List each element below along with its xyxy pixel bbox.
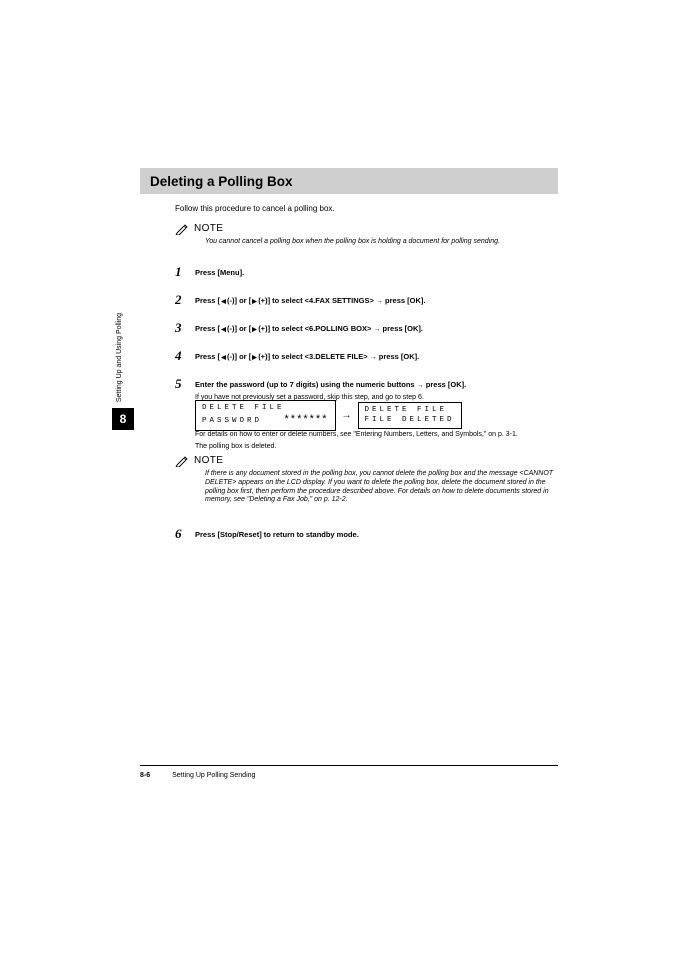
s2-b: (-)] or [ [227,296,251,305]
step-4-text: Press [ (-)] or [ (+)] to select <3.DELETE… [195,352,555,361]
after-lcd-1: For details on how to enter or delete nu… [195,430,555,440]
note1-body: You cannot cancel a polling box when the… [205,238,555,247]
pencil-icon [175,222,190,235]
footer-title: Setting Up Polling Sending [172,772,255,779]
lcd-box-1: DELETE FILE PASSWORD ******* [195,400,336,431]
s4-c: (+)] to select <3.DELETE FILE> [258,352,367,361]
triangle-left-icon [220,326,227,333]
note-block-1: NOTE You cannot cancel a polling box whe… [175,222,555,247]
note-head: NOTE [175,222,555,235]
arrow-icon: → [342,410,352,421]
s2-d: press [OK]. [385,296,425,305]
note-block-2: NOTE If there is any document stored in … [175,454,560,505]
arrow-icon: → [417,382,424,389]
lcd2-l1: DELETE FILE [365,406,448,414]
step-6-text: Press [Stop/Reset] to return to standby … [195,530,555,539]
step-3-text: Press [ (-)] or [ (+)] to select <6.POLLIN… [195,324,555,333]
step-1: 1 Press [Menu]. [175,268,555,277]
step-1-text: Press [Menu]. [195,268,555,277]
page-number: 8-6 [140,772,150,779]
section-heading-text: Deleting a Polling Box [150,174,293,189]
lcd-box-2: DELETE FILE FILE DELETED [358,402,462,429]
section-heading-bar: Deleting a Polling Box [140,168,558,194]
page: Deleting a Polling Box Follow this proce… [0,0,675,954]
step-num-1: 1 [175,264,182,280]
s2-c: (+)] to select <4.FAX SETTINGS> [258,296,374,305]
arrow-icon: → [370,354,377,361]
after-lcd-2: The polling box is deleted. [195,442,555,452]
step-num-3: 3 [175,320,182,336]
note-label-2: NOTE [194,455,223,466]
lcd1-l2a: PASSWORD [202,417,262,425]
page-footer: 8-6 Setting Up Polling Sending [140,765,558,779]
step-num-6: 6 [175,526,182,542]
note-label: NOTE [194,223,223,234]
intro-text: Follow this procedure to cancel a pollin… [175,204,335,213]
s4-d: press [OK]. [379,352,419,361]
step-num-2: 2 [175,292,182,308]
triangle-left-icon [220,298,227,305]
s3-a: Press [ [195,324,220,333]
s3-c: (+)] to select <6.POLLING BOX> [258,324,371,333]
vertical-chapter-title: Setting Up and Using Polling [116,313,123,435]
step-2: 2 Press [(-)] or [(+)] to select <4.FAX … [175,296,555,305]
lcd2-l2: FILE DELETED [365,416,455,424]
s4-b: (-)] or [ [227,352,251,361]
step-num-5: 5 [175,376,182,392]
arrow-icon: → [376,298,383,305]
pencil-icon [175,454,190,467]
s2-a: Press [ [195,296,220,305]
step-5-text: Enter the password (up to 7 digits) usin… [195,380,555,389]
note-head-2: NOTE [175,454,560,467]
step-num-4: 4 [175,348,182,364]
s5-b: press [OK]. [426,380,466,389]
arrow-icon: → [373,326,380,333]
lcd-row: DELETE FILE PASSWORD ******* → DELETE FI… [195,400,462,431]
s3-d: press [OK]. [383,324,423,333]
step-2-text: Press [ (-)] or [ (+)] to select <4.FAX SE… [195,296,555,305]
triangle-left-icon [220,354,227,361]
s5-a: Enter the password (up to 7 digits) usin… [195,380,415,389]
step-4: 4 Press [(-)] or [(+)] to select <3.DELE… [175,352,555,361]
lcd1-l1: DELETE FILE [202,404,285,412]
s3-b: (-)] or [ [227,324,251,333]
note2-body: If there is any document stored in the p… [205,470,560,505]
step-3: 3 Press [(-)] or [(+)] to select <6.POLL… [175,324,555,333]
lcd1-stars: ******* [285,413,329,425]
s4-a: Press [ [195,352,220,361]
step-5: 5 Enter the password (up to 7 digits) us… [175,380,555,401]
step-6: 6 Press [Stop/Reset] to return to standb… [175,530,555,539]
